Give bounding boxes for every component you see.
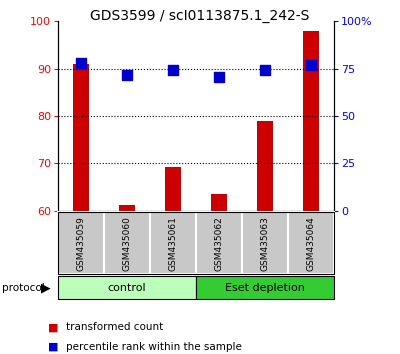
Text: transformed count: transformed count [66,322,163,332]
Text: ■: ■ [48,342,58,352]
Text: percentile rank within the sample: percentile rank within the sample [66,342,242,352]
Text: GSM435062: GSM435062 [214,216,224,271]
Text: GSM435064: GSM435064 [306,216,316,271]
Text: GDS3599 / scI0113875.1_242-S: GDS3599 / scI0113875.1_242-S [90,9,310,23]
Text: protocol: protocol [2,282,45,293]
Bar [165,167,181,211]
Point [78,60,84,66]
Bar [196,212,242,274]
Bar [58,212,104,274]
Text: ▶: ▶ [41,281,51,294]
Bar [196,276,334,299]
Text: ■: ■ [48,322,58,332]
Text: GSM435063: GSM435063 [260,216,270,271]
Bar [211,194,227,211]
Bar [242,212,288,274]
Bar [257,121,273,211]
Point [308,62,314,68]
Bar [58,276,196,299]
Point [170,67,176,73]
Text: control: control [108,282,146,293]
Text: GSM435059: GSM435059 [76,216,86,271]
Bar [303,31,319,211]
Text: Eset depletion: Eset depletion [225,282,305,293]
Bar [104,212,150,274]
Bar [119,205,135,211]
Text: GSM435060: GSM435060 [122,216,132,271]
Bar [150,212,196,274]
Point [124,72,130,78]
Bar [288,212,334,274]
Bar [73,64,89,211]
Text: GSM435061: GSM435061 [168,216,178,271]
Point [262,67,268,73]
Point [216,74,222,79]
